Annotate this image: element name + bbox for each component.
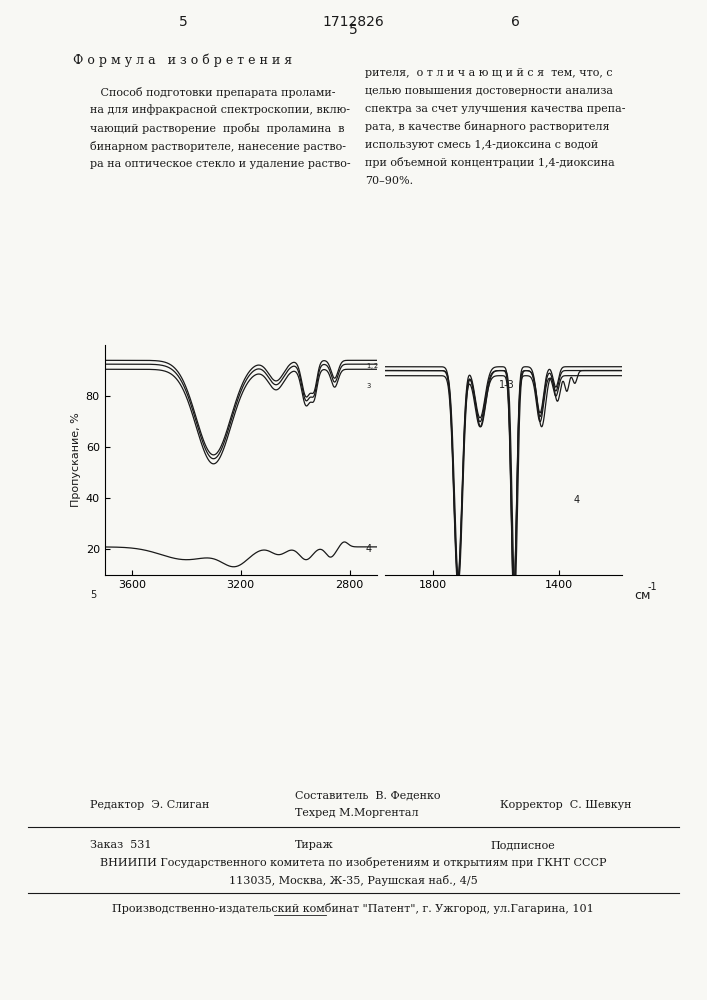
Text: 1712826: 1712826: [322, 15, 384, 29]
Text: см: см: [634, 589, 650, 602]
Text: Заказ  531: Заказ 531: [90, 840, 151, 850]
Text: используют смесь 1,4-диоксина с водой: используют смесь 1,4-диоксина с водой: [365, 140, 598, 150]
Text: целью повышения достоверности анализа: целью повышения достоверности анализа: [365, 86, 613, 96]
Text: 5: 5: [179, 15, 187, 29]
Text: бинарном растворителе, нанесение раство-: бинарном растворителе, нанесение раство-: [90, 140, 346, 151]
Text: 5: 5: [90, 590, 96, 600]
Text: Способ подготовки препарата пролами-: Способ подготовки препарата пролами-: [90, 87, 336, 98]
Text: ра на оптическое стекло и удаление раство-: ра на оптическое стекло и удаление раств…: [90, 159, 351, 169]
Text: 4: 4: [573, 495, 579, 505]
Text: ВНИИПИ Государственного комитета по изобретениям и открытиям при ГКНТ СССР: ВНИИПИ Государственного комитета по изоб…: [100, 857, 606, 868]
Text: Корректор  С. Шевкун: Корректор С. Шевкун: [500, 800, 631, 810]
Text: 113035, Москва, Ж-35, Раушская наб., 4/5: 113035, Москва, Ж-35, Раушская наб., 4/5: [228, 874, 477, 886]
Text: Подписное: Подписное: [490, 840, 555, 850]
Text: рата, в качестве бинарного растворителя: рата, в качестве бинарного растворителя: [365, 121, 609, 132]
Text: спектра за счет улучшения качества препа-: спектра за счет улучшения качества препа…: [365, 104, 626, 114]
Text: при объемной концентрации 1,4-диоксина: при объемной концентрации 1,4-диоксина: [365, 157, 615, 168]
Text: 4: 4: [366, 544, 372, 554]
Text: 70–90%.: 70–90%.: [365, 176, 413, 186]
Text: 1-3: 1-3: [499, 380, 515, 390]
Text: $^{1,2}$: $^{1,2}$: [366, 363, 380, 373]
Text: 6: 6: [510, 15, 520, 29]
Y-axis label: Пропускание, %: Пропускание, %: [71, 413, 81, 507]
Text: Тираж: Тираж: [295, 840, 334, 850]
Text: Редактор  Э. Слиган: Редактор Э. Слиган: [90, 800, 209, 810]
Text: $_{3}$: $_{3}$: [366, 381, 372, 391]
Text: Ф о р м у л а   и з о б р е т е н и я: Ф о р м у л а и з о б р е т е н и я: [74, 53, 293, 67]
Text: чающий растворение  пробы  проламина  в: чающий растворение пробы проламина в: [90, 122, 344, 133]
Text: Производственно-издательский комбинат "Патент", г. Ужгород, ул.Гагарина, 101: Производственно-издательский комбинат "П…: [112, 904, 594, 914]
Text: Техред М.Моргентал: Техред М.Моргентал: [295, 808, 419, 818]
Text: рителя,  о т л и ч а ю щ и й с я  тем, что, с: рителя, о т л и ч а ю щ и й с я тем, что…: [365, 68, 613, 78]
Text: Составитель  В. Феденко: Составитель В. Феденко: [295, 790, 440, 800]
Text: 5: 5: [349, 23, 357, 37]
Text: -1: -1: [647, 582, 657, 592]
Text: на для инфракрасной спектроскопии, вклю-: на для инфракрасной спектроскопии, вклю-: [90, 105, 350, 115]
